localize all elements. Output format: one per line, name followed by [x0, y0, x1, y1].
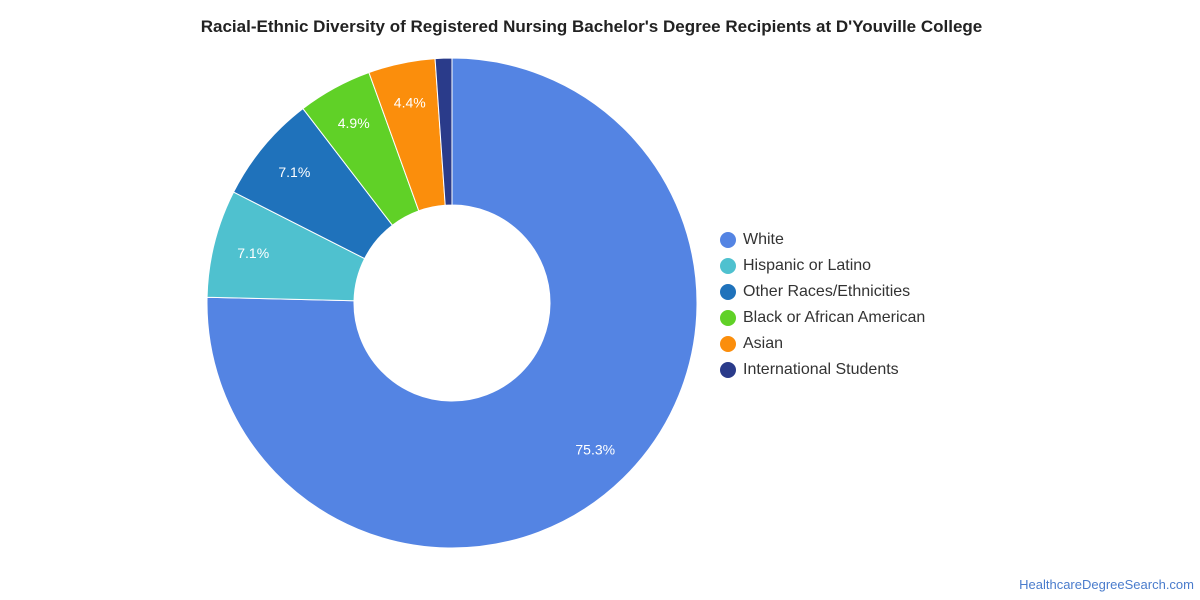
donut-slice-white[interactable] [206, 57, 698, 549]
legend-item-black-or-african-american[interactable]: Black or African American [720, 305, 925, 331]
chart-title: Racial-Ethnic Diversity of Registered Nu… [200, 17, 983, 36]
chart-legend: White Hispanic or Latino Other Races/Eth… [720, 227, 925, 383]
legend-swatch [720, 284, 736, 300]
slice-data-label: 75.3% [575, 442, 615, 458]
slice-data-label: 4.9% [338, 115, 370, 131]
legend-label: International Students [743, 361, 899, 378]
legend-label: Other Races/Ethnicities [743, 283, 911, 300]
legend-swatch [720, 310, 736, 326]
legend-swatch [720, 258, 736, 274]
legend-item-other-races[interactable]: Other Races/Ethnicities [720, 279, 925, 305]
legend-label: Black or African American [743, 309, 926, 326]
legend-item-international-students[interactable]: International Students [720, 357, 925, 383]
legend-swatch [720, 362, 736, 378]
legend-item-asian[interactable]: Asian [720, 331, 925, 357]
legend-item-white[interactable]: White [720, 227, 925, 253]
legend-swatch [720, 336, 736, 352]
legend-item-hispanic-or-latino[interactable]: Hispanic or Latino [720, 253, 925, 279]
legend-swatch [720, 232, 736, 248]
slice-data-label: 4.4% [394, 94, 426, 110]
legend-label: Hispanic or Latino [743, 257, 872, 274]
legend-label: White [743, 231, 784, 248]
slice-data-label: 7.1% [237, 245, 269, 261]
slice-data-label: 7.1% [278, 164, 310, 180]
source-link[interactable]: HealthcareDegreeSearch.com [1019, 577, 1194, 592]
legend-label: Asian [743, 335, 784, 352]
donut-slice-international-students[interactable] [434, 57, 453, 206]
